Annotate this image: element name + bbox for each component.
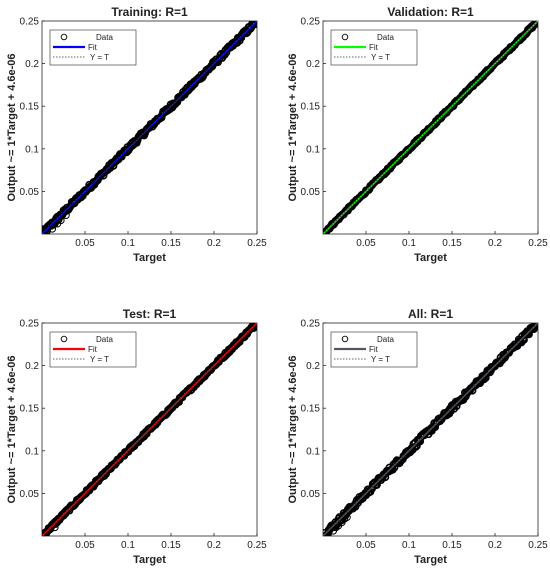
y-axis-label: Output ~= 1*Target + 4.6e-06 — [6, 355, 18, 503]
legend-label: Data — [377, 335, 394, 344]
plot-panel-3: 0.05 0.1 0.15 0.2 0.25 0.05 0.1 0.15 0.2 0.25 Test… — [6, 307, 267, 566]
plot-title: Test: R=1 — [123, 307, 177, 321]
x-axis-label: Target — [133, 252, 166, 264]
data-point — [252, 323, 257, 330]
plot-panel-1: 0.05 0.1 0.15 0.2 0.25 0.05 0.1 0.15 0.2 0.25 Trai… — [6, 5, 267, 264]
data-point — [57, 216, 65, 225]
legend-label: Data — [377, 33, 394, 42]
data-point — [533, 323, 538, 327]
y-tick-label: 0.05 — [20, 489, 40, 500]
identity-line — [42, 21, 257, 234]
legend-box — [49, 29, 137, 66]
y-tick-label: 0.15 — [301, 102, 321, 113]
data-point — [252, 21, 257, 25]
x-tick-label: 0.2 — [207, 540, 221, 551]
x-tick-label: 0.1 — [402, 540, 416, 551]
legend-label: Y = T — [371, 355, 390, 364]
x-tick-label: 0.25 — [247, 238, 267, 249]
legend-label: Fit — [88, 43, 98, 52]
data-point — [416, 437, 425, 446]
data-point — [62, 211, 70, 219]
data-layer — [42, 323, 257, 536]
y-tick-label: 0.25 — [301, 17, 321, 28]
y-tick-label: 0.2 — [25, 59, 39, 70]
x-axis-label: Target — [414, 554, 447, 566]
y-axis-label: Output ~= 1*Target + 4.6e-06 — [287, 355, 299, 503]
x-tick-label: 0.15 — [442, 540, 462, 551]
x-tick-label: 0.25 — [247, 540, 267, 551]
y-tick-label: 0.25 — [20, 17, 40, 28]
data-point — [251, 21, 257, 29]
y-tick-label: 0.1 — [25, 144, 39, 155]
identity-line — [323, 323, 538, 536]
plot-panel-2: 0.05 0.1 0.15 0.2 0.25 0.05 0.1 0.15 0.2 0.25 Vali… — [287, 5, 548, 264]
x-tick-label: 0.05 — [75, 540, 95, 551]
y-tick-label: 0.2 — [306, 59, 320, 70]
y-tick-label: 0.1 — [25, 446, 39, 457]
data-point — [534, 21, 538, 26]
legend-label: Fit — [88, 345, 98, 354]
x-axis-label: Target — [133, 554, 166, 566]
data-point — [534, 323, 538, 329]
plot-title: Training: R=1 — [111, 5, 188, 19]
x-tick-label: 0.2 — [488, 238, 502, 249]
y-tick-label: 0.05 — [20, 187, 40, 198]
plot-panel-4: 0.05 0.1 0.15 0.2 0.25 0.05 0.1 0.15 0.2 0.25 All:… — [287, 307, 548, 566]
x-tick-label: 0.1 — [121, 540, 135, 551]
x-tick-label: 0.15 — [161, 540, 181, 551]
legend-data-marker — [341, 335, 349, 343]
x-tick-label: 0.15 — [442, 238, 462, 249]
legend-data-marker — [341, 33, 349, 41]
y-tick-label: 0.15 — [20, 102, 40, 113]
y-tick-label: 0.25 — [301, 319, 321, 330]
y-tick-label: 0.2 — [306, 361, 320, 372]
x-tick-label: 0.25 — [528, 540, 548, 551]
x-tick-label: 0.2 — [488, 540, 502, 551]
y-tick-label: 0.25 — [20, 319, 40, 330]
legend-label: Y = T — [90, 53, 109, 62]
legend-label: Data — [96, 335, 113, 344]
legend-data-marker — [60, 335, 68, 343]
y-tick-label: 0.05 — [301, 489, 321, 500]
legend-data-marker — [60, 33, 68, 41]
y-tick-label: 0.2 — [25, 361, 39, 372]
y-tick-label: 0.15 — [301, 404, 321, 415]
legend-label: Y = T — [371, 53, 390, 62]
y-axis-label: Output ~= 1*Target + 4.6e-06 — [287, 53, 299, 201]
y-tick-label: 0.05 — [301, 187, 321, 198]
x-tick-label: 0.1 — [402, 238, 416, 249]
y-tick-label: 0.1 — [306, 144, 320, 155]
plot-title: Validation: R=1 — [387, 5, 474, 19]
x-tick-label: 0.2 — [207, 238, 221, 249]
data-layer — [42, 21, 257, 234]
x-axis-label: Target — [414, 252, 447, 264]
data-point — [250, 21, 257, 27]
legend-label: Fit — [369, 43, 379, 52]
data-point — [531, 21, 538, 28]
y-tick-label: 0.15 — [20, 404, 40, 415]
x-tick-label: 0.1 — [121, 238, 135, 249]
x-tick-label: 0.05 — [356, 540, 376, 551]
plot-title: All: R=1 — [408, 307, 453, 321]
data-point — [531, 323, 538, 330]
x-tick-label: 0.05 — [356, 238, 376, 249]
x-tick-label: 0.15 — [161, 238, 181, 249]
legend-label: Y = T — [90, 355, 109, 364]
legend-label: Fit — [369, 345, 379, 354]
y-tick-label: 0.1 — [306, 446, 320, 457]
data-layer — [323, 21, 538, 234]
legend-label: Data — [96, 33, 113, 42]
x-tick-label: 0.25 — [528, 238, 548, 249]
y-axis-label: Output ~= 1*Target + 4.6e-06 — [6, 53, 18, 201]
data-layer — [323, 323, 538, 536]
identity-line — [323, 21, 538, 234]
x-tick-label: 0.05 — [75, 238, 95, 249]
identity-line — [42, 323, 257, 536]
data-point — [253, 323, 257, 329]
